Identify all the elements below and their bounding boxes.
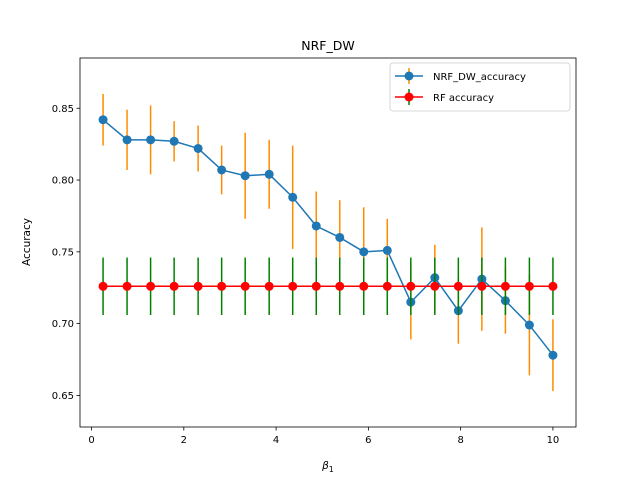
data-point-rf — [240, 281, 250, 291]
data-point-nrf — [382, 245, 392, 255]
data-point-rf — [359, 281, 369, 291]
legend-entry-nrf: NRF_DW_accuracy — [395, 68, 526, 84]
data-point-nrf — [217, 165, 227, 175]
y-axis-label: Accuracy — [21, 218, 33, 266]
data-point-nrf — [335, 232, 345, 242]
x-tick-label: 6 — [365, 435, 371, 446]
legend-entry-rf: RF accuracy — [395, 89, 494, 105]
data-point-nrf — [548, 350, 558, 360]
data-point-rf — [122, 281, 132, 291]
data-point-rf — [193, 281, 203, 291]
data-point-rf — [406, 281, 416, 291]
data-point-nrf — [169, 136, 179, 146]
data-point-rf — [335, 281, 345, 291]
x-tick-label: 4 — [273, 435, 279, 446]
x-axis-label-base: β — [321, 460, 329, 472]
data-point-rf — [500, 281, 510, 291]
data-point-nrf — [264, 169, 274, 179]
data-point-rf — [146, 281, 156, 291]
data-point-rf — [217, 281, 227, 291]
plot-frame — [79, 57, 577, 428]
y-tick-label: 0.65 — [52, 391, 74, 402]
data-point-rf — [548, 281, 558, 291]
x-tick-label: 8 — [457, 435, 463, 446]
x-tick-label: 2 — [181, 435, 187, 446]
legend-nrf-label: NRF_DW_accuracy — [433, 72, 526, 83]
data-point-rf — [382, 281, 392, 291]
data-point-rf — [311, 281, 321, 291]
x-axis-label: β1 — [321, 460, 334, 474]
x-tick-label: 0 — [88, 435, 94, 446]
legend-rf-marker — [404, 92, 414, 102]
series-rf — [98, 257, 558, 316]
x-tick-label: 10 — [547, 435, 560, 446]
data-point-nrf — [359, 247, 369, 257]
data-point-rf — [524, 281, 534, 291]
x-axis: 0 2 4 6 8 10 — [88, 427, 559, 446]
x-axis-label-subscript: 1 — [329, 465, 334, 474]
data-point-rf — [477, 281, 487, 291]
data-point-nrf — [193, 143, 203, 153]
y-tick-label: 0.85 — [52, 104, 74, 115]
series-nrf — [98, 93, 558, 392]
y-tick-label: 0.80 — [52, 176, 74, 187]
y-tick-label: 0.70 — [52, 319, 74, 330]
data-point-nrf — [311, 221, 321, 231]
data-point-rf — [430, 281, 440, 291]
y-axis: 0.65 0.70 0.75 0.80 0.85 — [52, 104, 80, 402]
data-point-rf — [169, 281, 179, 291]
legend-nrf-marker — [404, 71, 414, 81]
data-point-rf — [288, 281, 298, 291]
data-point-nrf — [98, 115, 108, 125]
legend-rf-label: RF accuracy — [433, 93, 494, 104]
data-point-nrf — [524, 320, 534, 330]
data-point-nrf — [240, 171, 250, 181]
data-point-nrf — [122, 135, 132, 145]
data-point-rf — [264, 281, 274, 291]
legend: NRF_DW_accuracy RF accuracy — [389, 62, 571, 112]
plot-area — [98, 93, 558, 392]
chart-title: NRF_DW — [301, 38, 354, 53]
y-tick-label: 0.75 — [52, 247, 74, 258]
data-point-rf — [453, 281, 463, 291]
legend-box — [389, 62, 571, 112]
data-point-nrf — [288, 192, 298, 202]
data-point-nrf — [146, 135, 156, 145]
data-point-rf — [98, 281, 108, 291]
